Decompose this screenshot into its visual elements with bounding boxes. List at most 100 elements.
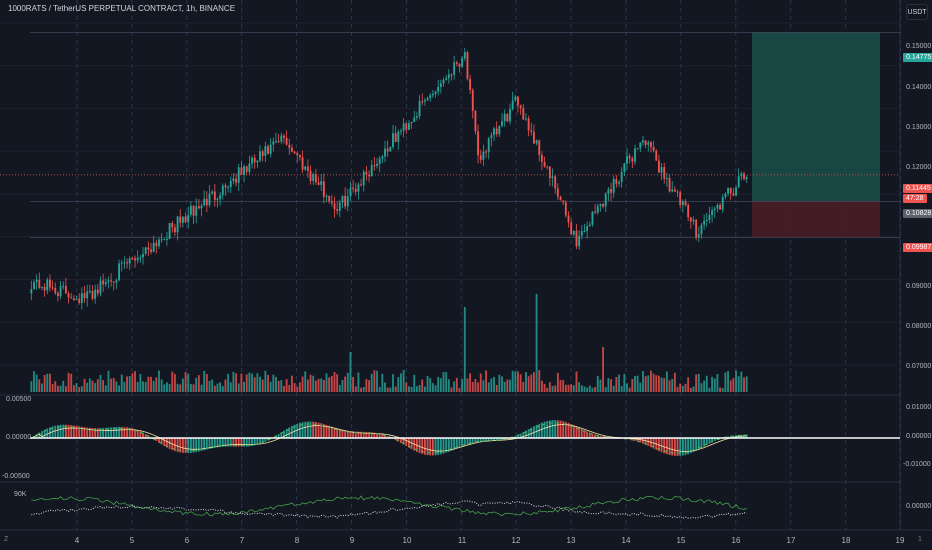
target-zone xyxy=(752,32,880,202)
osc-histogram-bar xyxy=(256,438,259,445)
volume-bar xyxy=(86,382,89,392)
candle-body xyxy=(634,148,636,162)
volume-bar xyxy=(663,378,666,392)
volume-bar xyxy=(104,385,107,392)
currency-button[interactable]: USDT xyxy=(906,4,928,20)
candle-body xyxy=(102,280,105,285)
volume-bar xyxy=(370,373,373,392)
osc-histogram-bar xyxy=(224,438,227,447)
volume-bar xyxy=(309,374,312,392)
volume-bar xyxy=(354,386,357,392)
candle-body xyxy=(535,140,538,144)
osc-histogram-bar xyxy=(514,435,517,438)
volume-bar xyxy=(673,372,676,392)
osc-histogram-bar xyxy=(591,433,594,438)
candle-body xyxy=(219,195,222,199)
candle-body xyxy=(86,291,89,299)
volume-bar xyxy=(163,384,166,392)
candle-body xyxy=(610,189,612,193)
volume-bar xyxy=(421,379,424,392)
volume-bar xyxy=(453,381,456,392)
candle-body xyxy=(519,105,522,109)
osc-histogram-bar xyxy=(280,432,283,438)
volume-bar xyxy=(700,383,703,392)
time-axis-label: 11 xyxy=(457,536,467,545)
candle-body xyxy=(245,166,248,172)
osc-histogram-bar xyxy=(527,429,530,438)
osc-histogram-bar xyxy=(102,427,105,438)
osc-histogram-bar xyxy=(697,438,700,450)
candle-body xyxy=(30,289,33,294)
osc-histogram-bar xyxy=(288,427,291,438)
osc-histogram-bar xyxy=(126,427,128,438)
volume-bar xyxy=(538,370,541,392)
volume-bar xyxy=(740,371,743,392)
volume-bar xyxy=(64,386,67,392)
candle-body xyxy=(591,211,594,225)
volume-bar xyxy=(426,376,429,392)
volume-bar xyxy=(469,373,472,392)
volume-bar xyxy=(567,384,570,392)
candle-body xyxy=(421,101,424,103)
volume-bar xyxy=(509,379,511,392)
osc-histogram-bar xyxy=(455,438,458,449)
volume-bar xyxy=(213,385,216,392)
candle-body xyxy=(402,123,405,131)
volume-bar xyxy=(56,385,59,392)
volume-bar xyxy=(221,386,224,392)
volume-bar xyxy=(298,382,301,392)
osc-histogram-bar xyxy=(461,438,464,447)
candle-body xyxy=(253,157,256,163)
osc-histogram-bar xyxy=(349,431,352,438)
volume-bar xyxy=(602,347,605,392)
candle-body xyxy=(54,288,57,293)
volume-bar xyxy=(251,373,253,392)
volume-bar xyxy=(628,387,631,392)
volume-bar xyxy=(197,375,200,392)
candle-body xyxy=(556,188,559,197)
volume-bar xyxy=(479,373,482,392)
volume-bar xyxy=(684,383,687,392)
candle-body xyxy=(665,177,668,179)
candle-body xyxy=(224,185,227,188)
candle-body xyxy=(152,242,155,252)
candle-body xyxy=(49,279,51,288)
osc-histogram-bar xyxy=(160,438,163,445)
price-tick: 0.09000 xyxy=(906,283,932,290)
volume-bar xyxy=(493,376,495,392)
candle-body xyxy=(676,191,679,193)
osc-histogram-bar xyxy=(386,436,389,438)
volume-bar xyxy=(668,380,671,392)
osc-histogram-bar xyxy=(599,435,602,438)
osc-histogram-bar xyxy=(352,431,355,438)
volume-bar xyxy=(362,386,365,392)
candle-body xyxy=(126,262,128,264)
osc-histogram-bar xyxy=(333,427,336,438)
osc-histogram-bar xyxy=(131,428,134,438)
candle-body xyxy=(657,160,660,173)
volume-bar xyxy=(514,371,517,392)
candle-body xyxy=(354,188,357,192)
candle-body xyxy=(208,193,211,206)
volume-bar xyxy=(336,374,339,392)
osc-histogram-bar xyxy=(437,438,440,455)
osc-histogram-bar xyxy=(370,432,373,438)
volume-bar xyxy=(346,372,349,392)
volume-bar xyxy=(580,385,583,392)
candle-body xyxy=(389,147,392,152)
candle-body xyxy=(429,95,432,99)
volume-bar xyxy=(644,376,647,392)
volume-bar xyxy=(67,372,70,392)
osc-histogram-bar xyxy=(373,432,376,438)
candle-body xyxy=(110,280,113,282)
candle-body xyxy=(490,135,493,139)
volume-bar xyxy=(59,385,62,392)
osc-histogram-bar xyxy=(187,438,190,454)
volume-bar xyxy=(227,373,230,392)
osc-histogram-bar xyxy=(205,438,208,450)
candle-body xyxy=(713,208,716,211)
time-axis-label: 16 xyxy=(731,536,741,545)
osc-histogram-bar xyxy=(285,429,288,438)
